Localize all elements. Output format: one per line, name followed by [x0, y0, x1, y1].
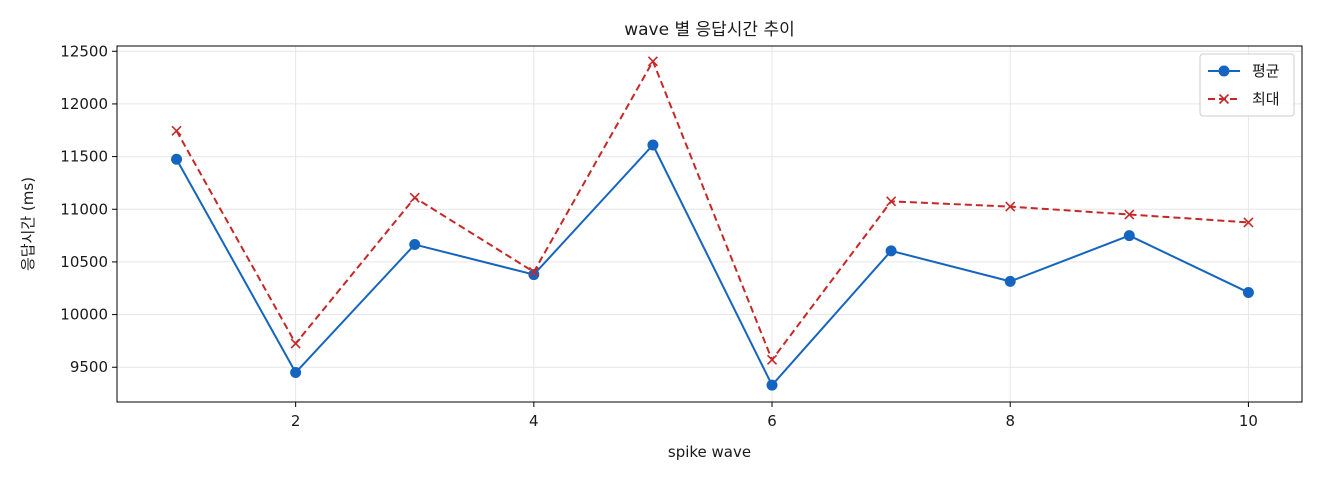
data-point [1005, 201, 1016, 212]
legend-marker [1218, 65, 1230, 77]
data-point [171, 125, 182, 136]
data-point [1243, 217, 1254, 228]
data-point [647, 139, 659, 151]
series-line [175, 60, 1249, 361]
x-tick-label: 6 [767, 412, 777, 430]
legend-item: 최대 [1208, 90, 1280, 108]
data-point [766, 379, 778, 391]
series-layer [171, 56, 1254, 391]
data-point [290, 367, 302, 379]
series-2 [171, 56, 1254, 365]
x-tick-label: 2 [291, 412, 301, 430]
data-point [290, 338, 301, 349]
series-1 [171, 139, 1254, 391]
data-point [885, 245, 897, 257]
data-point [171, 153, 183, 165]
legend-label: 최대 [1252, 90, 1280, 108]
data-point [1123, 230, 1135, 242]
x-tick-label: 10 [1239, 412, 1258, 430]
series-line [175, 144, 1249, 387]
plot-frame [116, 45, 1303, 403]
y-axis-title: 응답시간 (ms) [19, 177, 37, 271]
y-tick-label: 9500 [70, 358, 108, 376]
data-point [766, 354, 778, 365]
legend-marker [1218, 93, 1230, 105]
legend-item: 평균 [1208, 62, 1280, 80]
x-axis-title: spike wave [668, 443, 751, 461]
grid-lines [117, 46, 1302, 402]
legend-box [1199, 53, 1295, 117]
data-point [1124, 209, 1135, 220]
data-point [1004, 275, 1016, 287]
data-point [1242, 286, 1254, 298]
axis-ticks: 2 4 6 8 10 9500 10000 10500 11000 11500 12000 12500 [60, 42, 1258, 430]
y-tick-label: 10500 [60, 253, 108, 271]
x-tick-label: 4 [529, 412, 539, 430]
y-tick-label: 10000 [60, 306, 108, 324]
data-point [409, 239, 421, 251]
data-point [647, 56, 658, 67]
x-tick-label: 8 [1005, 412, 1015, 430]
y-tick-label: 12000 [60, 95, 108, 113]
y-tick-label: 12500 [60, 42, 108, 60]
data-point [528, 269, 540, 281]
y-tick-label: 11000 [60, 200, 108, 218]
data-point [886, 196, 897, 207]
chart-title: wave 별 응답시간 추이 [624, 20, 795, 40]
data-point [409, 192, 420, 203]
data-point [528, 266, 539, 277]
legend-label: 평균 [1252, 62, 1280, 80]
y-tick-label: 11500 [60, 148, 108, 166]
